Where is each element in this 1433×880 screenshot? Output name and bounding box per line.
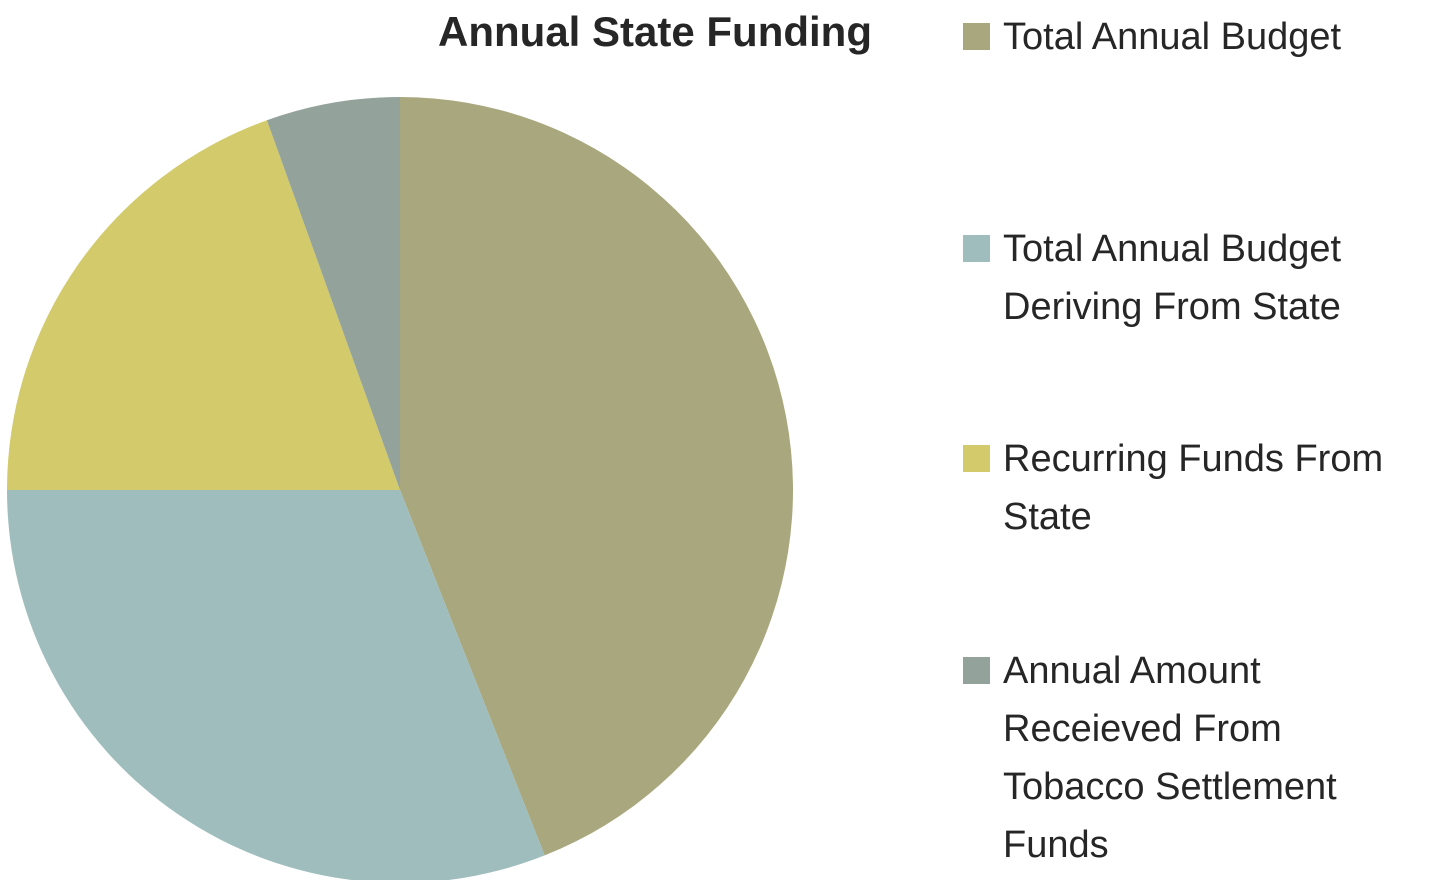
pie-slice xyxy=(7,490,545,880)
legend-swatch xyxy=(963,657,990,684)
legend-label: Recurring Funds From State xyxy=(1003,438,1384,538)
legend-swatch xyxy=(963,23,990,50)
legend-swatch xyxy=(963,235,990,262)
chart-title: Annual State Funding xyxy=(438,8,872,55)
pie-slice xyxy=(7,120,400,490)
pie-slice xyxy=(266,97,400,490)
legend-label: Total Annual Budget xyxy=(1003,16,1342,58)
legend-swatch xyxy=(963,445,990,472)
pie-slice xyxy=(400,97,794,856)
legend-label: Annual Amount Receieved From Tobacco Set… xyxy=(1003,650,1337,866)
legend-label: Total Annual Budget Deriving From State xyxy=(1003,228,1342,328)
